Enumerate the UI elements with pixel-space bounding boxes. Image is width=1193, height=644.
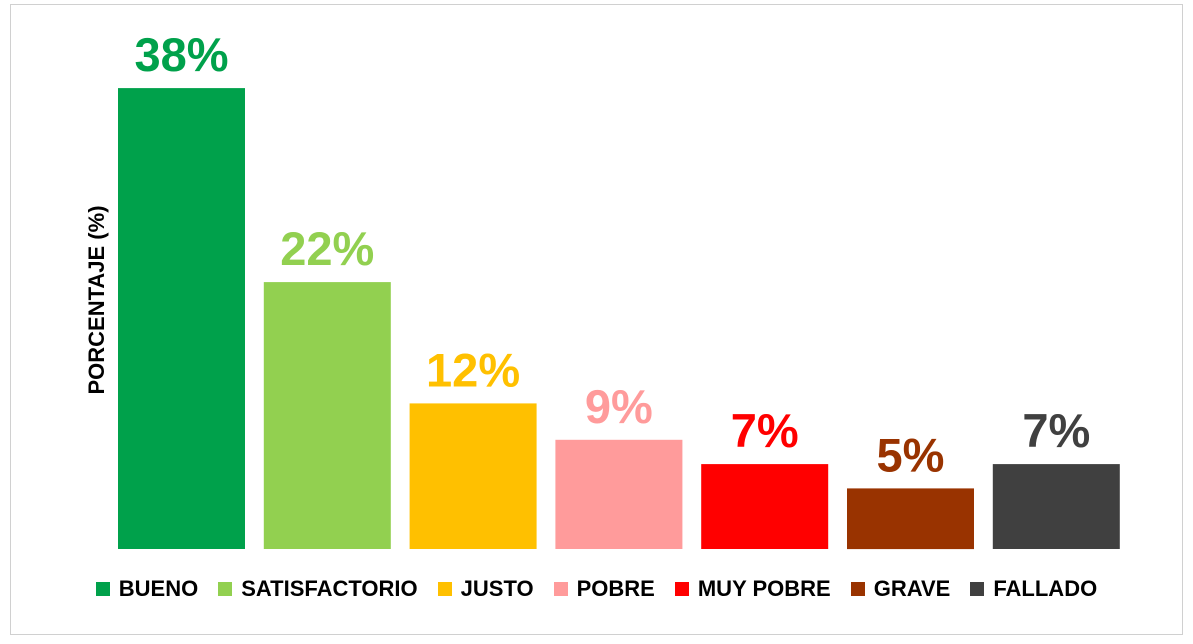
legend-swatch [850, 582, 865, 596]
legend-swatch [674, 582, 689, 596]
legend-item-fallado: FALLADO [970, 576, 1097, 602]
legend: BUENO SATISFACTORIO JUSTO POBRE MUY POBRE GRA… [0, 572, 1193, 606]
legend-label: FALLADO [993, 576, 1098, 601]
legend-item-satisfactorio: SATISFACTORIO [218, 576, 418, 602]
bar-bueno [118, 88, 245, 549]
legend-swatch [218, 582, 233, 596]
legend-label: MUY POBRE [697, 576, 831, 601]
value-label-fallado: 7% [1022, 404, 1090, 457]
value-label-satisfactorio: 22% [280, 222, 374, 275]
legend-item-grave: GRAVE [850, 576, 951, 602]
legend-swatch [970, 582, 985, 596]
bar-fallado [992, 464, 1120, 549]
legend-label: JUSTO [460, 576, 534, 601]
bar-justo [409, 403, 537, 549]
legend-item-muy-pobre: MUY POBRE [674, 576, 831, 602]
legend-swatch [95, 582, 110, 596]
bars-group [118, 88, 1120, 550]
legend-item-justo: JUSTO [437, 576, 534, 602]
legend-label: POBRE [576, 576, 655, 601]
bar-satisfactorio [263, 282, 391, 549]
value-label-grave: 5% [877, 428, 945, 481]
value-label-bueno: 38% [134, 28, 228, 81]
value-label-pobre: 9% [585, 380, 653, 433]
y-axis-title: PORCENTAJE (%) [84, 205, 109, 394]
value-label-justo: 12% [426, 343, 520, 396]
value-labels-group: 38% 22% 12% 9% 7% 5% 7% [134, 28, 1090, 481]
legend-label: SATISFACTORIO [241, 576, 418, 601]
legend-swatch [553, 582, 568, 596]
legend-item-bueno: BUENO [95, 576, 199, 602]
legend-label: BUENO [118, 576, 199, 601]
legend-item-pobre: POBRE [553, 576, 655, 602]
bar-grave [847, 488, 974, 550]
value-label-muy-pobre: 7% [731, 404, 799, 457]
legend-label: GRAVE [873, 576, 951, 601]
bar-muy-pobre [701, 464, 829, 549]
bar-pobre [555, 439, 683, 549]
legend-swatch [437, 582, 452, 596]
